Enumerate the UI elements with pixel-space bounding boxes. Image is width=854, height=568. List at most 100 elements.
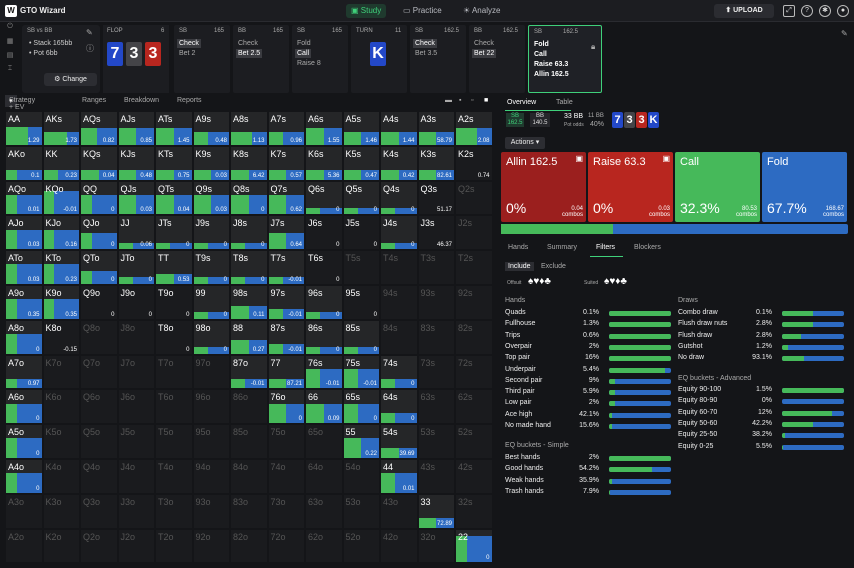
change-button[interactable]: ⚙ Change: [44, 73, 97, 86]
hand-cell[interactable]: Q9s 0.03: [192, 180, 230, 216]
hand-cell[interactable]: 44 0.01: [380, 458, 418, 494]
hand-cell[interactable]: KJs 0.48: [117, 145, 155, 181]
hand-cell[interactable]: K3o: [42, 493, 80, 529]
filter-row[interactable]: No draw 93.1%: [678, 354, 846, 364]
hand-cell[interactable]: 55 0.22: [342, 424, 380, 459]
filter-row[interactable]: Equity 50-60 42.2%: [678, 420, 846, 430]
hand-cell[interactable]: 83o: [230, 493, 268, 529]
hand-cell[interactable]: A9s 0.48: [192, 111, 230, 146]
tab-table[interactable]: Table: [556, 99, 573, 106]
hand-cell[interactable]: J8s 0: [230, 215, 268, 251]
hand-cell[interactable]: Q5o: [80, 424, 118, 459]
hand-cell[interactable]: 52s: [455, 424, 493, 459]
hand-cell[interactable]: 94s: [380, 284, 418, 320]
hand-cell[interactable]: ATo 0.03: [5, 250, 43, 285]
hand-cell[interactable]: 43o: [380, 493, 418, 529]
node-option[interactable]: Allin 162.5: [534, 71, 569, 78]
hand-cell[interactable]: KQo -0.01: [42, 180, 80, 216]
node-option[interactable]: Bet 22: [472, 49, 497, 58]
filter-row[interactable]: Best hands 2%: [505, 454, 673, 464]
filter-row[interactable]: Underpair 5.4%: [505, 366, 673, 376]
hand-cell[interactable]: A7s 0.96: [267, 111, 305, 146]
hand-cell[interactable]: 95s 0: [342, 284, 380, 320]
hand-cell[interactable]: 43s: [417, 458, 455, 494]
hand-cell[interactable]: T7o: [155, 354, 193, 390]
hand-cell[interactable]: 42o: [380, 528, 418, 564]
hand-cell[interactable]: A5s 1.46: [342, 111, 380, 146]
hand-cell[interactable]: 72s: [455, 354, 493, 390]
hand-cell[interactable]: 93s: [417, 284, 455, 320]
hand-cell[interactable]: 72o: [267, 528, 305, 564]
hand-cell[interactable]: K4s 0.42: [380, 145, 418, 181]
tab-hands[interactable]: Hands: [508, 244, 529, 251]
hand-cell[interactable]: A4s 1.44: [380, 111, 418, 146]
hand-cell[interactable]: T9o 0: [155, 284, 193, 320]
hand-cell[interactable]: T5o: [155, 424, 193, 459]
hand-cell[interactable]: QJo 0: [80, 215, 118, 251]
hand-cell[interactable]: 94o: [192, 458, 230, 494]
node-option[interactable]: Raise 8: [297, 60, 321, 67]
hand-cell[interactable]: 62o: [305, 528, 343, 564]
node-option[interactable]: Check: [238, 40, 258, 47]
hand-cell[interactable]: QTs 0.04: [155, 180, 193, 216]
expand-icon[interactable]: ▣: [575, 154, 583, 163]
view-icon[interactable]: ■: [484, 97, 489, 104]
hand-cell[interactable]: 73s: [417, 354, 455, 390]
hand-cell[interactable]: T9s 0: [192, 250, 230, 285]
hand-cell[interactable]: A6o 0: [5, 389, 43, 425]
hand-cell[interactable]: K7o: [42, 354, 80, 390]
nav-study[interactable]: ▣ Study: [346, 4, 387, 18]
hand-cell[interactable]: K9s 0.03: [192, 145, 230, 181]
filter-row[interactable]: Overpair 2%: [505, 343, 673, 353]
hand-cell[interactable]: 76s -0.01: [305, 354, 343, 390]
filter-row[interactable]: Flush draw nuts 2.8%: [678, 320, 846, 330]
hand-cell[interactable]: Q7s 0.62: [267, 180, 305, 216]
hand-cell[interactable]: KTo 0.23: [42, 250, 80, 285]
node-option[interactable]: Fold: [534, 41, 549, 48]
upload-button[interactable]: ⬆ UPLOAD: [714, 4, 774, 18]
filter-row[interactable]: Low pair 2%: [505, 399, 673, 409]
node-option[interactable]: Raise 63.3: [534, 61, 569, 68]
action-node[interactable]: BB 162.5 Check Bet 22: [469, 25, 525, 93]
tab-ranges[interactable]: Ranges: [82, 97, 107, 104]
hand-cell[interactable]: T4s: [380, 250, 418, 285]
hand-cell[interactable]: 74o: [267, 458, 305, 494]
hand-cell[interactable]: K5s 0.47: [342, 145, 380, 181]
filter-row[interactable]: Equity 80-90 0%: [678, 397, 846, 407]
cursor-icon[interactable]: ⌶: [7, 65, 13, 72]
hand-cell[interactable]: 86o: [230, 389, 268, 425]
hand-cell[interactable]: A2s 2.08: [455, 111, 493, 146]
hand-cell[interactable]: Q6s 0: [305, 180, 343, 216]
hand-cell[interactable]: KTs 0.75: [155, 145, 193, 181]
hand-cell[interactable]: 53s: [417, 424, 455, 459]
hand-cell[interactable]: 54o: [342, 458, 380, 494]
action-box[interactable]: Call 32.3% 80.53 combos: [675, 152, 760, 222]
node-option[interactable]: Check: [177, 39, 201, 48]
hand-cell[interactable]: 32s: [455, 493, 493, 529]
hand-cell[interactable]: 54s 39.69: [380, 424, 418, 459]
action-box[interactable]: Allin 162.5 0% 0.04 combos ▣: [501, 152, 586, 222]
hand-cell[interactable]: Q4s 0: [380, 180, 418, 216]
fullscreen-icon[interactable]: ⤢: [783, 5, 795, 17]
filter-row[interactable]: Top pair 16%: [505, 354, 673, 364]
hand-cell[interactable]: 66 0.09: [305, 389, 343, 425]
tab-overview[interactable]: Overview: [507, 99, 537, 106]
hand-cell[interactable]: 84o: [230, 458, 268, 494]
help-icon[interactable]: ?: [801, 5, 813, 17]
hand-cell[interactable]: ATs 1.45: [155, 111, 193, 146]
node-option[interactable]: Check: [474, 40, 494, 47]
node-option[interactable]: Call: [295, 49, 312, 58]
settings-icon[interactable]: ✱: [819, 5, 831, 17]
hand-cell[interactable]: 64o: [305, 458, 343, 494]
hand-cell[interactable]: 82s: [455, 319, 493, 355]
hand-cell[interactable]: 98o 0: [192, 319, 230, 355]
hand-cell[interactable]: KQs 0.04: [80, 145, 118, 181]
hand-cell[interactable]: T3o: [155, 493, 193, 529]
hand-cell[interactable]: J4o: [117, 458, 155, 494]
hand-cell[interactable]: T7s -0.01: [267, 250, 305, 285]
hand-cell[interactable]: J3s 46.37: [417, 215, 455, 251]
power-icon[interactable]: ⏻: [7, 23, 13, 30]
expand-icon[interactable]: ▣: [662, 154, 670, 163]
action-node[interactable]: SB 165 Fold Call Raise 8: [292, 25, 348, 93]
hand-cell[interactable]: 92o: [192, 528, 230, 564]
